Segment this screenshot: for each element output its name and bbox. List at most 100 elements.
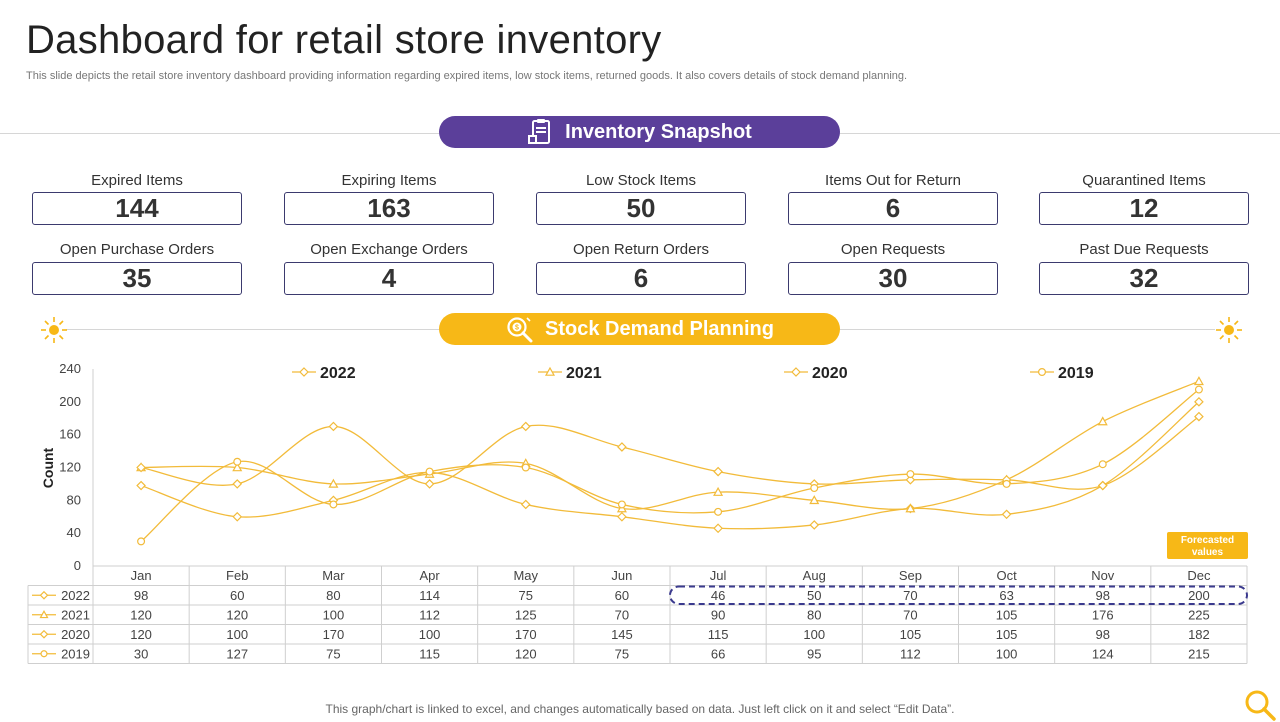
- kpi-value: 6: [536, 262, 746, 295]
- x-category-label: Oct: [996, 568, 1017, 583]
- kpi-value: 4: [284, 262, 494, 295]
- table-cell-value: 98: [1096, 627, 1110, 642]
- kpi-label: Open Purchase Orders: [59, 241, 215, 258]
- point-2022: [809, 520, 820, 530]
- sun-left-icon: [41, 317, 67, 343]
- point-2020: [520, 421, 531, 432]
- point-2020: [1194, 411, 1204, 422]
- table-cell-value: 50: [807, 588, 821, 603]
- point-2019: [329, 500, 338, 509]
- table-row-label: 2019: [61, 646, 90, 661]
- table-cell-value: 105: [996, 607, 1018, 622]
- y-axis-title: Count: [40, 447, 56, 488]
- stock-demand-title: Stock Demand Planning: [545, 317, 774, 340]
- point-2022: [617, 511, 627, 522]
- point-2019: [233, 457, 242, 466]
- point-2019: [810, 484, 819, 493]
- stock-demand-header: $ Stock Demand Planning: [439, 313, 840, 345]
- table-cell-value: 115: [708, 627, 729, 642]
- table-cell-value: 215: [1188, 646, 1210, 661]
- table-cell-value: 115: [419, 646, 440, 661]
- table-cell-value: 105: [900, 627, 922, 642]
- table-cell-value: 127: [226, 646, 248, 661]
- point-2019: [906, 470, 915, 479]
- forecast-badge-label: Forecasted: [1181, 535, 1234, 546]
- demand-divider-left: [66, 329, 446, 330]
- kpi-label: Open Exchange Orders: [310, 241, 468, 258]
- point-2021: [1193, 376, 1204, 386]
- point-2021: [905, 503, 916, 513]
- forecast-highlight-box: [669, 585, 1248, 605]
- table-legend-key-marker: [39, 610, 49, 619]
- legend-marker-2020: [791, 367, 801, 377]
- x-category-label: Sep: [899, 568, 922, 583]
- point-2021: [1097, 416, 1108, 426]
- table-legend-key-marker: [39, 590, 49, 600]
- y-tick-label: 40: [67, 525, 81, 540]
- table-legend-key-marker: [40, 650, 48, 658]
- kpi-value: 50: [536, 192, 746, 225]
- table-cell-value: 120: [515, 646, 537, 661]
- table-row-label: 2022: [61, 588, 90, 603]
- series-line-2019: [140, 389, 1200, 542]
- kpi-value: 163: [284, 192, 494, 225]
- search-icon[interactable]: [1243, 688, 1277, 722]
- kpi-label: Items Out for Return: [825, 172, 961, 189]
- series-line-2022: [140, 401, 1200, 530]
- point-2020: [424, 479, 435, 489]
- point-2022: [136, 480, 146, 491]
- point-2022: [520, 499, 531, 510]
- table-cell-value: 100: [803, 627, 825, 642]
- point-2019: [1194, 385, 1203, 394]
- table-cell-value: 125: [515, 607, 537, 622]
- legend-marker-2022: [299, 367, 309, 377]
- point-2022: [1194, 396, 1204, 407]
- x-category-label: Dec: [1187, 568, 1211, 583]
- point-2021: [713, 486, 724, 496]
- y-tick-label: 120: [59, 460, 81, 475]
- kpi-label: Expired Items: [91, 172, 183, 189]
- legend-label: 2021: [566, 365, 602, 382]
- table-cell-value: 100: [226, 627, 248, 642]
- demand-divider-right: [833, 329, 1215, 330]
- kpi-value: 6: [788, 192, 998, 225]
- point-2020: [617, 442, 627, 452]
- table-cell-value: 200: [1188, 588, 1210, 603]
- point-2022: [232, 511, 243, 522]
- point-2019: [521, 463, 530, 472]
- point-2021: [809, 495, 820, 505]
- legend-marker-2019: [1037, 368, 1046, 377]
- point-2022: [713, 523, 723, 534]
- legend-marker-2021: [544, 366, 556, 376]
- table-cell-value: 80: [326, 588, 340, 603]
- y-tick-label: 160: [59, 427, 81, 442]
- table-cell-value: 176: [1092, 607, 1114, 622]
- kpi-label: Low Stock Items: [585, 172, 697, 189]
- table-cell-value: 120: [130, 607, 152, 622]
- table-cell-value: 182: [1188, 627, 1210, 642]
- table-cell-value: 60: [615, 588, 629, 603]
- table-cell-value: 100: [996, 646, 1018, 661]
- table-cell-value: 75: [326, 646, 340, 661]
- table-cell-value: 75: [615, 646, 629, 661]
- x-category-label: Mar: [322, 568, 345, 583]
- point-2019: [617, 500, 626, 509]
- footer-note: This graph/chart is linked to excel, and…: [325, 702, 955, 716]
- table-cell-value: 95: [807, 646, 821, 661]
- inventory-clipboard-icon: [528, 119, 551, 144]
- kpi-value: 12: [1039, 192, 1249, 225]
- x-category-label: Jun: [611, 568, 632, 583]
- table-cell-value: 98: [134, 588, 148, 603]
- table-cell-value: 170: [515, 627, 537, 642]
- legend-label: 2020: [812, 365, 848, 382]
- table-cell-value: 114: [419, 588, 440, 603]
- table-cell-value: 80: [807, 607, 821, 622]
- legend-label: 2022: [320, 365, 356, 382]
- point-2019: [1002, 479, 1011, 488]
- point-2022: [1001, 509, 1012, 520]
- table-cell-value: 63: [999, 588, 1013, 603]
- table-cell-value: 100: [323, 607, 345, 622]
- point-2020: [713, 466, 723, 477]
- page-title: Dashboard for retail store inventory: [26, 18, 662, 62]
- stock-demand-chart[interactable]: 0 40 80 120 160 200 240 Count Jan Feb Mar Apr May Jun…: [0, 355, 1280, 667]
